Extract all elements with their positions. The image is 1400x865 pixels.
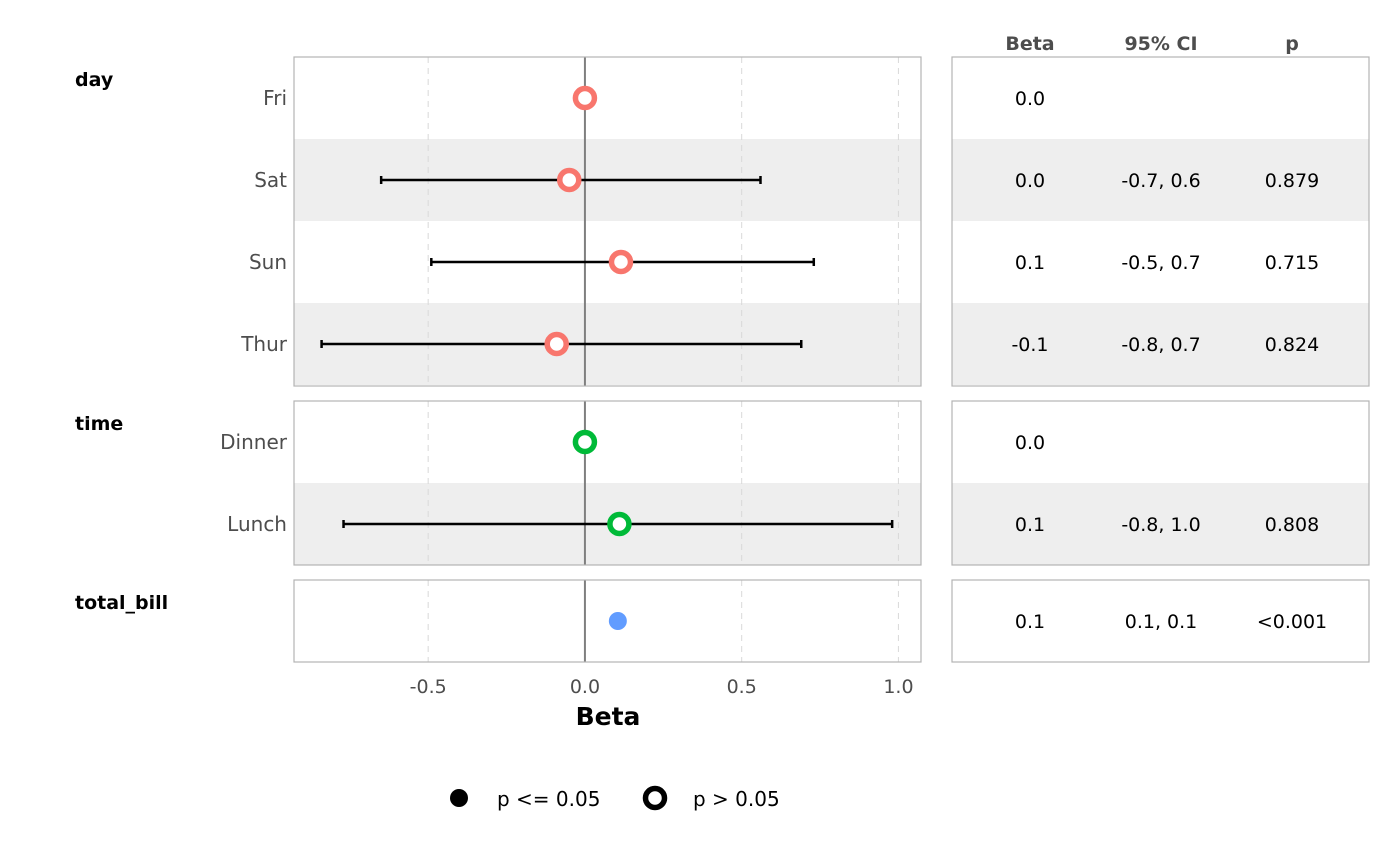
table-p: <0.001 — [1257, 611, 1327, 633]
point-estimate — [572, 429, 598, 455]
row-label: Sat — [254, 168, 287, 192]
table-header-1: 95% CI — [1124, 33, 1197, 55]
table-row-band — [952, 139, 1369, 221]
point-estimate — [608, 612, 627, 630]
table-ci: -0.7, 0.6 — [1121, 170, 1200, 192]
table-panel-time — [951, 400, 1370, 566]
point-estimate — [608, 249, 634, 275]
group-label-time: time — [75, 413, 123, 435]
table-panel-day — [951, 56, 1370, 387]
plot-panel-time — [293, 400, 922, 566]
table-header-2: p — [1285, 33, 1299, 55]
row-label: Dinner — [220, 430, 288, 454]
row-label: Lunch — [227, 512, 287, 536]
table-panel-total_bill — [951, 579, 1370, 663]
table-row-band — [952, 303, 1369, 385]
row-label: Thur — [240, 332, 288, 356]
x-tick-label: 1.0 — [883, 676, 913, 698]
table-ci: -0.8, 1.0 — [1121, 514, 1200, 536]
group-label-total_bill: total_bill — [75, 592, 168, 614]
table-beta: 0.1 — [1015, 514, 1045, 536]
point-estimate — [607, 511, 632, 537]
table-p: 0.715 — [1265, 252, 1319, 274]
table-header-0: Beta — [1005, 33, 1054, 55]
plot-panel-day — [293, 56, 922, 387]
legend-label: p <= 0.05 — [497, 787, 600, 811]
x-tick-label: 0.5 — [727, 676, 757, 698]
x-tick-label: -0.5 — [410, 676, 447, 698]
point-estimate — [572, 85, 598, 111]
row-label: Fri — [263, 86, 287, 110]
x-axis-title: Beta — [576, 702, 641, 731]
table-beta: 0.0 — [1015, 432, 1045, 454]
table-beta: 0.1 — [1015, 611, 1045, 633]
point-estimate — [557, 167, 582, 193]
legend-open-circle-icon — [642, 785, 668, 811]
table-p: 0.824 — [1265, 334, 1319, 356]
table-p: 0.808 — [1265, 514, 1319, 536]
table-p: 0.879 — [1265, 170, 1319, 192]
group-label-day: day — [75, 69, 114, 91]
table-row-band — [952, 483, 1369, 565]
table-ci: -0.5, 0.7 — [1121, 252, 1200, 274]
table-beta: 0.0 — [1015, 88, 1045, 110]
table-beta: 0.0 — [1015, 170, 1045, 192]
legend-filled-circle-icon — [450, 789, 468, 807]
row-label: Sun — [249, 250, 287, 274]
table-beta: -0.1 — [1011, 334, 1048, 356]
table-beta: 0.1 — [1015, 252, 1045, 274]
table-ci: -0.8, 0.7 — [1121, 334, 1200, 356]
legend-label: p > 0.05 — [693, 787, 780, 811]
point-estimate — [544, 331, 569, 357]
table-ci: 0.1, 0.1 — [1125, 611, 1198, 633]
x-tick-label: 0.0 — [570, 676, 600, 698]
plot-panel-total_bill — [293, 579, 922, 663]
